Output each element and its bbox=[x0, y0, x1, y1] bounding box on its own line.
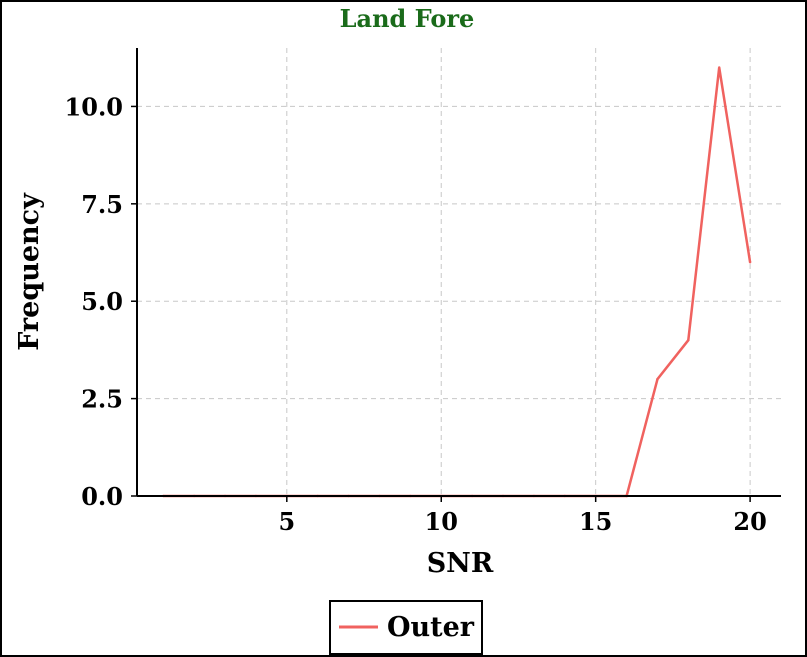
series-layer bbox=[162, 66, 752, 498]
x-tick-label-1: 10 bbox=[425, 507, 458, 536]
x-tick-label-0: 5 bbox=[278, 507, 295, 536]
x-tick-label-2: 15 bbox=[579, 507, 612, 536]
y-axis-ticks: 0.0 2.5 5.0 7.5 10.0 bbox=[65, 92, 137, 511]
y-tick-label-3: 7.5 bbox=[81, 190, 123, 219]
axes bbox=[136, 48, 781, 497]
x-axis-label: SNR bbox=[427, 548, 494, 579]
x-tick-label-3: 20 bbox=[733, 507, 766, 536]
data-point-0-17 bbox=[687, 338, 690, 342]
data-point-0-16 bbox=[656, 377, 659, 381]
y-tick-label-1: 2.5 bbox=[81, 385, 123, 414]
grid-lines bbox=[137, 48, 781, 497]
data-point-0-18 bbox=[718, 66, 721, 69]
legend: Outer bbox=[329, 600, 483, 655]
y-tick-label-0: 0.0 bbox=[81, 482, 123, 511]
legend-label-outer: Outer bbox=[387, 612, 475, 643]
x-axis-ticks: 5 10 15 20 bbox=[278, 496, 767, 536]
chart-title: Land Fore bbox=[340, 4, 475, 33]
data-point-0-19 bbox=[748, 261, 752, 264]
series-line-0 bbox=[163, 67, 752, 498]
y-axis-label: Frequency bbox=[14, 192, 45, 351]
y-tick-label-4: 10.0 bbox=[65, 92, 123, 121]
y-tick-label-2: 5.0 bbox=[81, 287, 123, 316]
